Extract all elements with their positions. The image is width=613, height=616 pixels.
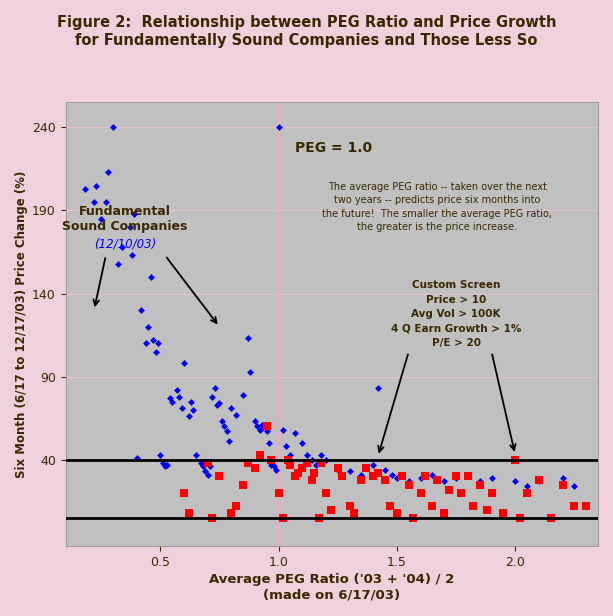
Text: PEG = 1.0: PEG = 1.0 (295, 140, 372, 155)
Text: Fundamental
Sound Companies: Fundamental Sound Companies (62, 206, 188, 233)
Text: The average PEG ratio -- taken over the next
two years -- predicts price six mon: The average PEG ratio -- taken over the … (322, 182, 552, 232)
Text: (12/10/03): (12/10/03) (94, 237, 156, 250)
Text: Custom Screen
Price > 10
Avg Vol > 100K
4 Q Earn Growth > 1%
P/E > 20: Custom Screen Price > 10 Avg Vol > 100K … (391, 280, 521, 348)
Text: Figure 2:  Relationship between PEG Ratio and Price Growth
for Fundamentally Sou: Figure 2: Relationship between PEG Ratio… (57, 15, 556, 48)
X-axis label: Average PEG Ratio ('03 + '04) / 2
(made on 6/17/03): Average PEG Ratio ('03 + '04) / 2 (made … (209, 573, 454, 601)
Y-axis label: Six Month (6/17 to 12/17/03) Price Change (%): Six Month (6/17 to 12/17/03) Price Chang… (15, 171, 28, 478)
